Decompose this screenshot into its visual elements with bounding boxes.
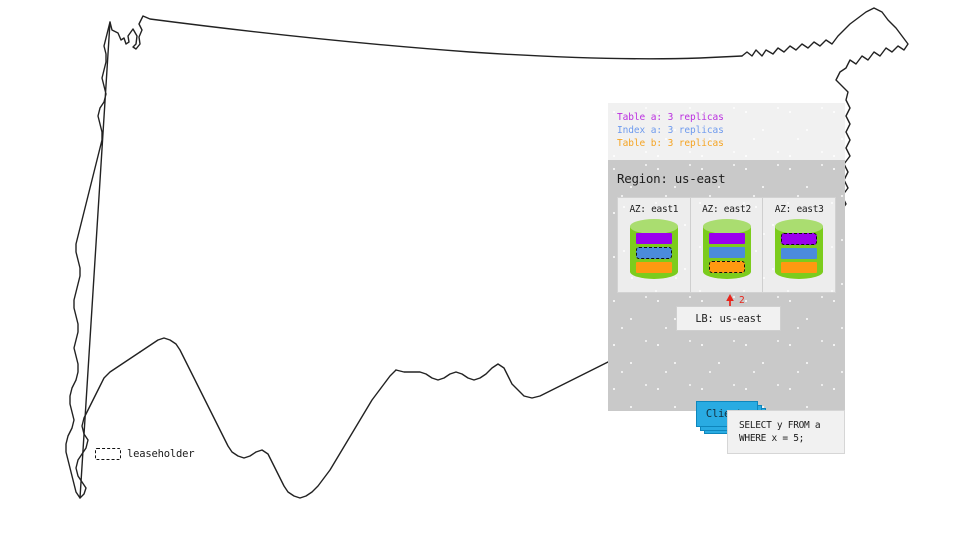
sql-query-line-2: WHERE x = 5; — [739, 433, 805, 444]
table-b-replica — [635, 262, 672, 273]
replica-legend: Table a: 3 replicas Index a: 3 replicas … — [608, 103, 845, 160]
cylinder-top — [775, 219, 824, 234]
region-container: Region: us-east AZ: east1 — [608, 160, 845, 434]
sql-query-line-1: SELECT y FROM a — [739, 420, 821, 431]
availability-zone-east1[interactable]: AZ: east1 — [618, 198, 690, 292]
leaseholder-legend: leaseholder — [95, 448, 195, 460]
replica-legend-table-b: Table b: 3 replicas — [617, 138, 724, 149]
leaseholder-legend-label: leaseholder — [127, 448, 195, 460]
load-balancer-box[interactable]: LB: us-east — [676, 306, 781, 331]
table-a-replica — [708, 233, 745, 244]
availability-zone-east3[interactable]: AZ: east3 — [762, 198, 835, 292]
step-number-label: 2 — [739, 295, 745, 306]
database-cylinder-east1 — [629, 219, 678, 279]
index-a-replica — [781, 248, 818, 259]
load-balancer-label: LB: us-east — [695, 312, 762, 325]
az-label: AZ: east1 — [629, 204, 679, 215]
availability-zone-east2[interactable]: AZ: east2 — [689, 198, 763, 292]
replica-bars — [781, 233, 818, 273]
dashed-rectangle-icon — [95, 448, 121, 460]
index-a-replica — [708, 247, 745, 258]
database-cylinder-east2 — [702, 219, 751, 279]
region-title: Region: us-east — [617, 171, 726, 186]
replica-legend-table-a: Table a: 3 replicas — [617, 112, 724, 123]
replica-legend-index-a: Index a: 3 replicas — [617, 125, 724, 136]
cylinder-top — [702, 219, 751, 234]
index-a-replica-leaseholder — [635, 247, 672, 259]
table-a-replica-leaseholder — [781, 233, 818, 245]
database-cylinder-east3 — [775, 219, 824, 279]
replica-bars — [635, 233, 672, 273]
us-east-diagram-panel: Table a: 3 replicas Index a: 3 replicas … — [608, 103, 845, 434]
table-b-replica — [781, 262, 818, 273]
table-a-replica — [635, 233, 672, 244]
az-label: AZ: east3 — [774, 204, 824, 215]
replica-bars — [708, 233, 745, 273]
az-label: AZ: east2 — [702, 204, 751, 215]
availability-zone-row: AZ: east1 AZ: east2 — [617, 197, 836, 293]
sql-query-box: SELECT y FROM a WHERE x = 5; — [727, 410, 845, 454]
table-b-replica-leaseholder — [708, 261, 745, 273]
cylinder-top — [629, 219, 678, 234]
